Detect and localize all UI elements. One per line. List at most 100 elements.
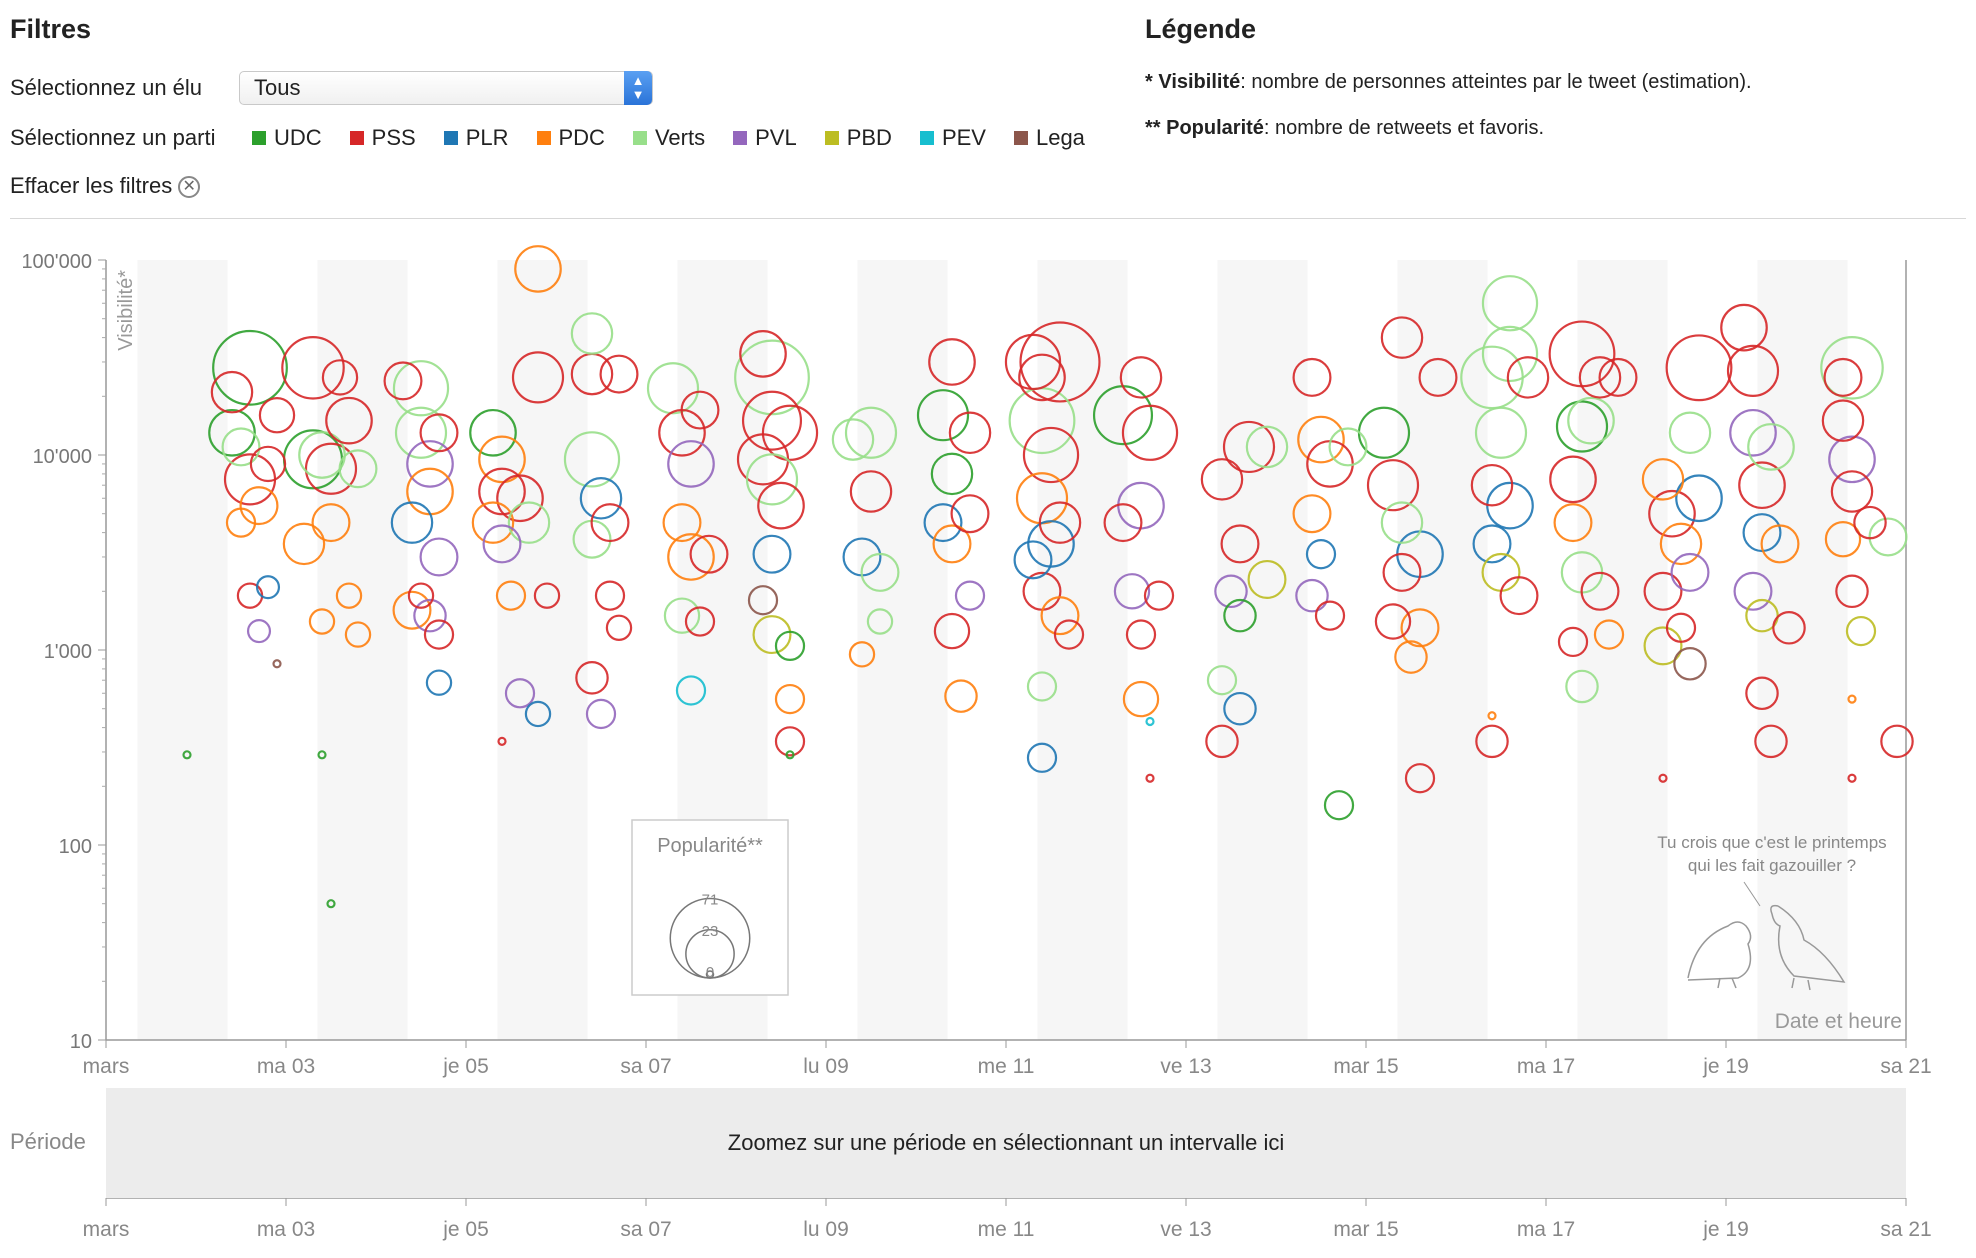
header-divider <box>10 218 1966 219</box>
tweet-point <box>236 582 264 609</box>
tweet-point <box>335 582 363 609</box>
bird-left <box>1687 921 1752 989</box>
party-filter-pev[interactable]: PEV <box>919 125 986 151</box>
party-swatch <box>824 131 839 145</box>
party-swatch <box>349 131 364 145</box>
party-swatch <box>1013 131 1028 145</box>
tweet-point <box>1641 458 1685 501</box>
tweet-point <box>1418 357 1458 397</box>
party-filter-verts[interactable]: Verts <box>632 125 705 151</box>
tweet-point <box>1026 742 1058 773</box>
tweet-point <box>311 503 351 543</box>
tweet-point <box>675 675 707 706</box>
tweet-point <box>932 524 972 564</box>
x-tick-label: sa 21 <box>1880 1055 1931 1078</box>
elected-select[interactable]: Tous ▲ ▼ <box>239 71 653 105</box>
tweet-point <box>1847 773 1857 783</box>
tweet-point <box>923 503 963 543</box>
tweet-point <box>478 467 526 516</box>
day-band <box>497 260 588 1040</box>
tweet-point <box>1404 763 1436 794</box>
party-label: Lega <box>1035 125 1085 150</box>
tweet-point <box>392 360 450 417</box>
party-label: PEV <box>941 125 986 150</box>
legend-title: Légende <box>1145 14 1257 44</box>
tweet-point <box>757 481 805 530</box>
tweet-point <box>1103 503 1143 543</box>
tweet-point <box>1400 608 1440 648</box>
party-filter-pss[interactable]: PSS <box>349 125 416 151</box>
day-bands <box>137 260 1848 1040</box>
birds-illustration: Tu crois que c'est le printemps qui les f… <box>1657 833 1887 991</box>
party-filter-lega[interactable]: Lega <box>1013 125 1085 151</box>
x-tick-label: ma 03 <box>257 1055 315 1078</box>
brush-x-tick-label: lu 09 <box>803 1218 849 1241</box>
clear-filters-button[interactable]: Effacer les filtres ✕ <box>10 173 201 199</box>
x-tick-label: mars <box>83 1055 130 1078</box>
tweet-point <box>1380 316 1424 359</box>
party-filter-plr[interactable]: PLR <box>443 125 509 151</box>
tweet-point <box>1053 619 1085 650</box>
tweet-point <box>1145 773 1155 783</box>
party-filter-pbd[interactable]: PBD <box>824 125 892 151</box>
tweet-point <box>1019 321 1101 403</box>
tweet-point <box>774 726 806 757</box>
x-tick-label: sa 07 <box>620 1055 671 1078</box>
tweet-point <box>1122 680 1160 718</box>
party-filter-list: UDC PSS PLR PDC Verts PVL PBD PEV Lega <box>252 125 1113 151</box>
clear-filters-label: Effacer les filtres <box>10 173 173 198</box>
tweet-point <box>482 524 522 564</box>
tweet-point <box>1394 640 1428 674</box>
brush-x-tick-label: mars <box>83 1218 130 1241</box>
tweet-point <box>1380 501 1424 544</box>
tweet-point <box>930 452 974 496</box>
tweet-point <box>1125 619 1157 650</box>
tweet-point <box>1487 711 1497 721</box>
period-brush[interactable]: Zoomez sur une période en sélectionnant … <box>106 1088 1906 1198</box>
tweet-point <box>1022 426 1080 484</box>
y-axis: 10 100 1'000 10'000 100'000 Visibilité* <box>21 251 1907 1053</box>
tweet-point <box>646 362 700 415</box>
tweet-point <box>1214 574 1248 609</box>
party-label: PVL <box>755 125 797 150</box>
party-filter-udc[interactable]: UDC <box>252 125 322 151</box>
tweet-point <box>1555 400 1609 453</box>
tweet-point <box>1880 724 1914 759</box>
tweet-point <box>406 467 454 516</box>
tweet-point <box>1013 540 1053 580</box>
tweet-point <box>239 486 279 526</box>
brush-x-tick-label: sa 07 <box>620 1218 671 1241</box>
tweet-point <box>1659 522 1703 566</box>
tweet-point <box>774 683 806 715</box>
tweet-point <box>1499 576 1539 616</box>
tweet-point <box>419 413 459 453</box>
day-band <box>1397 260 1488 1040</box>
tweet-point <box>1673 647 1707 681</box>
day-band <box>1577 260 1668 1040</box>
party-swatch <box>252 131 266 145</box>
tweet-point <box>514 245 562 293</box>
tweet-point <box>1598 357 1638 397</box>
tweet-point <box>739 330 787 378</box>
tweet-point <box>249 445 287 483</box>
party-swatch <box>536 131 551 145</box>
tweet-point <box>1648 489 1696 538</box>
tweet-point <box>1726 344 1780 397</box>
tweet-point <box>849 470 893 513</box>
brush-x-tick-label: je 05 <box>442 1218 489 1241</box>
tweet-point <box>390 501 434 544</box>
tweet-point <box>1382 552 1422 592</box>
party-filter-pvl[interactable]: PVL <box>733 125 797 151</box>
party-filter-pdc[interactable]: PDC <box>536 125 605 151</box>
tweet-point <box>471 501 515 544</box>
tweet-point <box>570 312 614 355</box>
circle-x-icon: ✕ <box>178 176 201 199</box>
tweet-point <box>1245 425 1289 469</box>
tweet-point <box>1821 399 1865 442</box>
tweet-point <box>1593 619 1625 650</box>
tweet-point <box>281 336 345 400</box>
tweet-point <box>1472 524 1512 564</box>
tweet-point <box>1565 669 1599 704</box>
tweet-point <box>1760 524 1800 564</box>
